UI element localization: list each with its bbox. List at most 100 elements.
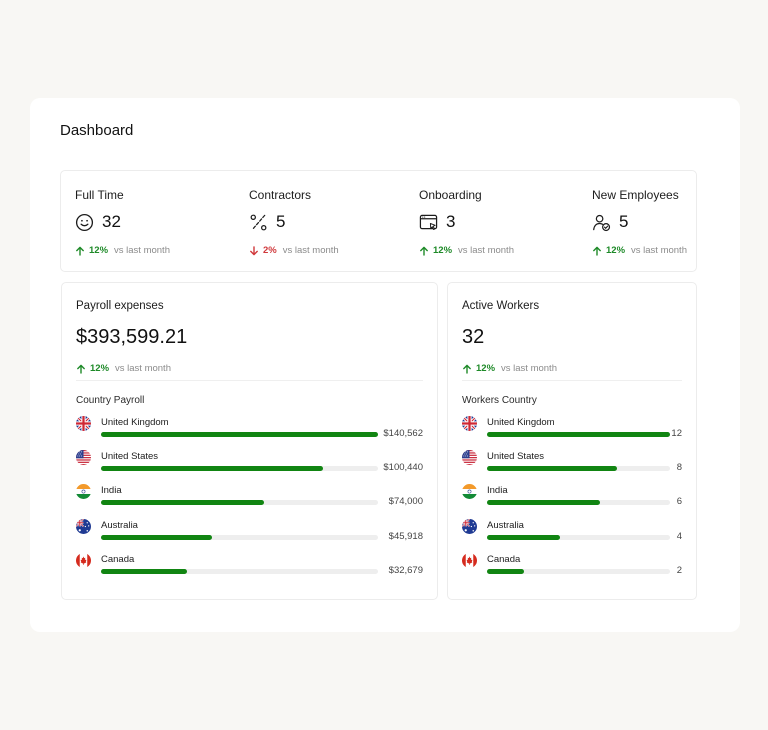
panel-trend: 12% vs last month bbox=[462, 363, 557, 374]
arrow-up-icon bbox=[463, 364, 471, 374]
stat-label: Full Time bbox=[75, 188, 124, 202]
divider bbox=[76, 380, 423, 381]
stat-value: 32 bbox=[102, 212, 121, 231]
country-name: Canada bbox=[101, 553, 135, 565]
uk-flag-icon bbox=[76, 416, 91, 431]
browser-cursor-icon bbox=[419, 214, 438, 231]
country-name: Australia bbox=[101, 519, 138, 531]
progress-track bbox=[101, 432, 378, 437]
stat-value: 5 bbox=[276, 212, 286, 231]
list-title: Country Payroll bbox=[76, 395, 145, 406]
workers-panel: Active Workers 32 12% vs last month Work… bbox=[447, 282, 697, 600]
panel-change: 12% bbox=[90, 363, 110, 374]
progress-fill bbox=[487, 432, 670, 437]
progress-track bbox=[101, 568, 378, 574]
panel-trend: 12% vs last month bbox=[76, 363, 171, 374]
panel-comparison: vs last month bbox=[501, 363, 557, 374]
panel-title: Payroll expenses bbox=[76, 300, 164, 312]
stat-label: Contractors bbox=[249, 188, 312, 202]
us-flag-icon bbox=[76, 450, 91, 466]
country-name: United States bbox=[487, 451, 545, 463]
smiley-icon bbox=[75, 213, 94, 232]
australia-flag-icon bbox=[76, 518, 91, 534]
stat-label: New Employees bbox=[592, 188, 679, 202]
user-check-icon bbox=[593, 214, 611, 232]
country-amount: 2 bbox=[676, 564, 682, 576]
progress-track bbox=[101, 534, 378, 540]
stat-trend: 2% vs last month bbox=[249, 245, 339, 256]
progress-fill bbox=[487, 568, 524, 574]
progress-fill bbox=[101, 534, 212, 540]
progress-fill bbox=[101, 500, 265, 506]
stat-comparison: vs last month bbox=[631, 245, 687, 256]
stat-trend: 12% vs last month bbox=[75, 245, 170, 256]
arrow-up-icon bbox=[593, 246, 601, 256]
stat-trend: 12% vs last month bbox=[419, 245, 514, 256]
india-flag-icon bbox=[462, 484, 477, 500]
stat-comparison: vs last month bbox=[458, 245, 514, 256]
country-amount: 6 bbox=[676, 496, 682, 508]
progress-fill bbox=[487, 500, 601, 506]
country-row: United Kingdom 12 bbox=[462, 416, 682, 442]
country-row: United Kingdom $140,562 bbox=[76, 416, 423, 442]
canada-flag-icon bbox=[76, 552, 91, 568]
us-flag-icon bbox=[462, 450, 477, 466]
arrow-up-icon bbox=[76, 246, 84, 256]
country-amount: $32,679 bbox=[388, 564, 423, 576]
india-flag-icon bbox=[76, 484, 91, 500]
country-name: India bbox=[101, 485, 122, 497]
country-amount: $140,562 bbox=[383, 428, 423, 439]
country-amount: $74,000 bbox=[388, 496, 423, 508]
arrow-down-icon bbox=[250, 245, 258, 255]
country-row: Australia 4 bbox=[462, 518, 682, 545]
progress-track bbox=[487, 568, 670, 574]
payroll-total: $393,599.21 bbox=[76, 326, 188, 348]
country-name: Canada bbox=[487, 553, 521, 565]
country-amount: 4 bbox=[676, 530, 682, 542]
dashboard-card: Dashboard Full Time 32 12% vs last month… bbox=[30, 98, 740, 632]
country-row: United States $100,440 bbox=[76, 450, 423, 476]
progress-fill bbox=[487, 534, 561, 540]
country-row: India $74,000 bbox=[76, 484, 423, 510]
country-name: Australia bbox=[487, 519, 524, 531]
stat-change: 12% bbox=[433, 245, 453, 256]
country-amount: 12 bbox=[671, 428, 682, 439]
progress-fill bbox=[487, 466, 617, 472]
progress-fill bbox=[101, 568, 187, 574]
stats-summary: Full Time 32 12% vs last month Contracto… bbox=[60, 170, 697, 272]
stat-trend: 12% vs last month bbox=[592, 245, 687, 256]
progress-fill bbox=[101, 466, 323, 472]
payroll-panel: Payroll expenses $393,599.21 12% vs last… bbox=[61, 282, 438, 600]
divider bbox=[462, 380, 682, 381]
canada-flag-icon bbox=[462, 552, 477, 568]
arrow-up-icon bbox=[77, 364, 85, 374]
stat-value: 5 bbox=[619, 212, 629, 231]
australia-flag-icon bbox=[462, 518, 477, 534]
country-amount: $100,440 bbox=[383, 462, 423, 474]
stat-change: 12% bbox=[606, 245, 626, 256]
stat-change: 12% bbox=[89, 245, 109, 256]
uk-flag-icon bbox=[462, 416, 477, 431]
stat-comparison: vs last month bbox=[114, 245, 170, 256]
country-name: India bbox=[487, 485, 508, 497]
country-row: Canada 2 bbox=[462, 552, 682, 579]
percent-tool-icon bbox=[250, 214, 267, 231]
country-name: United States bbox=[101, 451, 159, 463]
progress-track bbox=[487, 534, 670, 540]
page-title: Dashboard bbox=[60, 122, 134, 139]
country-row: Canada $32,679 bbox=[76, 552, 423, 579]
country-name: United Kingdom bbox=[101, 417, 169, 428]
country-row: India 6 bbox=[462, 484, 682, 510]
country-amount: 8 bbox=[676, 462, 682, 474]
stat-change: 2% bbox=[263, 245, 277, 256]
panel-comparison: vs last month bbox=[115, 363, 171, 374]
progress-track bbox=[101, 500, 378, 506]
progress-track bbox=[487, 466, 670, 472]
stat-label: Onboarding bbox=[419, 188, 482, 202]
progress-track bbox=[487, 500, 670, 506]
country-name: United Kingdom bbox=[487, 417, 555, 428]
progress-fill bbox=[101, 432, 378, 437]
progress-track bbox=[487, 432, 670, 437]
stat-value: 3 bbox=[446, 212, 456, 231]
country-amount: $45,918 bbox=[388, 530, 423, 542]
